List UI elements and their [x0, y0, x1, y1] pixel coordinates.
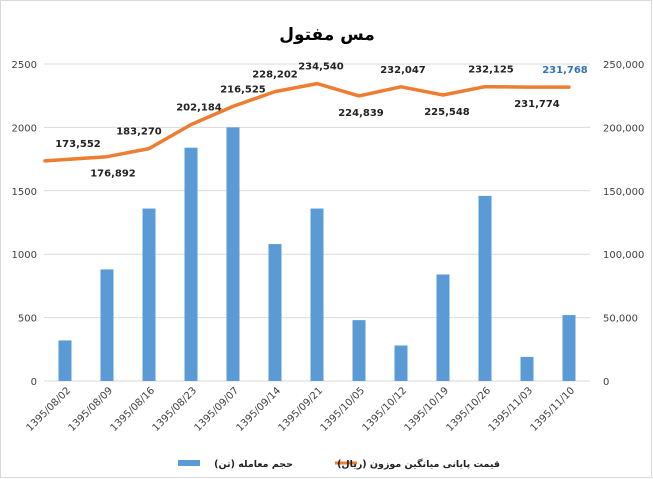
- bar: [58, 340, 72, 381]
- y-right-tick-label: 50,000: [603, 314, 638, 325]
- legend-swatch-volume: [178, 460, 200, 466]
- y-right-tick-label: 0: [603, 377, 609, 388]
- chart-title: مس مفتول: [279, 25, 375, 45]
- bar: [436, 274, 450, 381]
- price-data-label: 232,125: [468, 65, 514, 76]
- y-left-tick-label: 2000: [12, 123, 37, 134]
- legend-label-volume: حجم معامله (تن): [214, 459, 293, 470]
- price-data-label: 234,540: [298, 62, 344, 73]
- bar: [394, 345, 408, 381]
- price-data-label: 232,047: [380, 65, 426, 76]
- price-data-label: 173,552: [55, 139, 101, 150]
- bar: [226, 127, 240, 382]
- price-data-label: 202,184: [176, 103, 222, 114]
- y-left-tick-label: 1500: [12, 187, 37, 198]
- price-data-label: 225,548: [424, 107, 470, 118]
- price-data-label: 231,774: [514, 99, 560, 110]
- y-right-tick-label: 250,000: [603, 60, 644, 71]
- price-data-label: 176,892: [90, 169, 136, 180]
- price-data-label: 216,525: [220, 84, 266, 95]
- bar: [352, 320, 366, 381]
- bar: [184, 147, 198, 381]
- bar: [478, 195, 492, 381]
- price-line: [43, 81, 571, 163]
- bar: [520, 356, 534, 381]
- bar: [268, 244, 282, 381]
- y-left-tick-label: 500: [18, 314, 37, 325]
- price-data-label: 183,270: [116, 127, 162, 138]
- price-data-label: 224,839: [338, 108, 384, 119]
- price-data-label: 231,768: [542, 65, 588, 76]
- x-tick-label: 1395/11/10: [529, 385, 578, 434]
- bar: [142, 208, 156, 381]
- y-left-tick-label: 2500: [12, 60, 37, 71]
- legend-label-price: قیمت پایانی میانگین موزون (ریال): [337, 458, 500, 470]
- y-right-tick-label: 200,000: [603, 123, 644, 134]
- y-left-tick-label: 1000: [12, 250, 37, 261]
- y-right-tick-label: 100,000: [603, 250, 644, 261]
- y-right-tick-label: 150,000: [603, 187, 644, 198]
- bar: [310, 208, 324, 381]
- bar: [100, 269, 114, 381]
- bar: [562, 315, 576, 381]
- y-left-tick-label: 0: [31, 377, 37, 388]
- price-data-label: 228,202: [252, 70, 298, 81]
